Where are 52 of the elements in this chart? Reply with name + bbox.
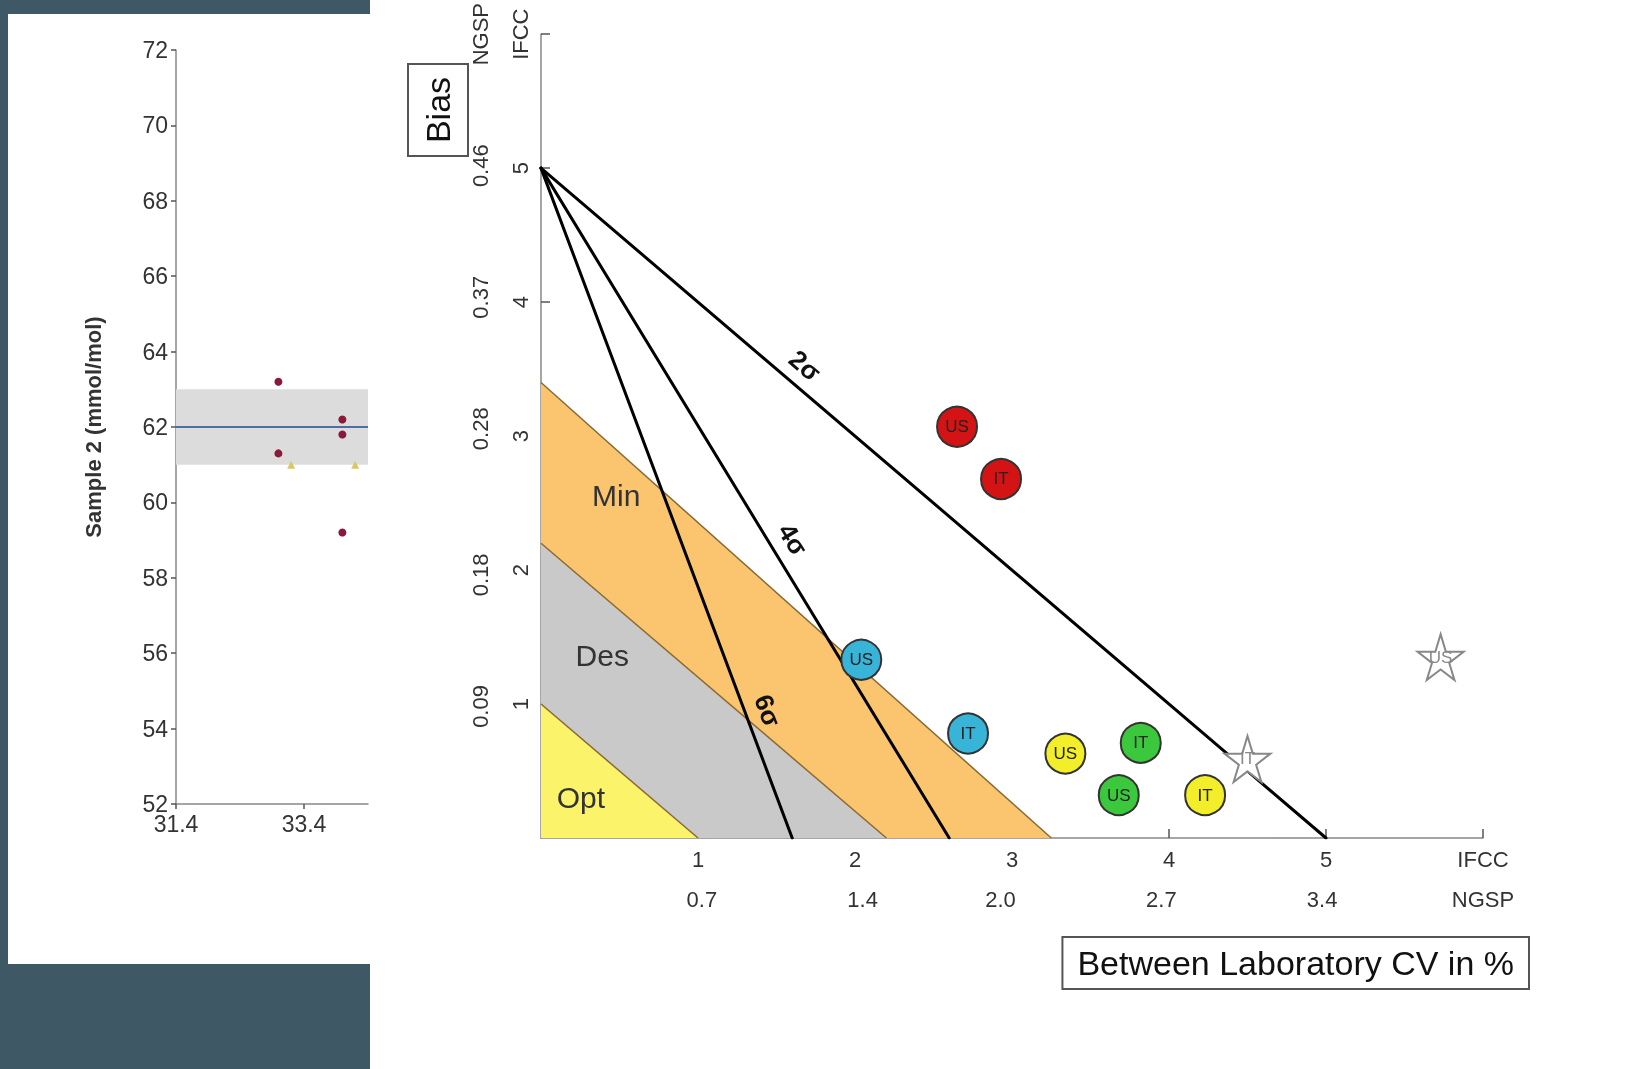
y-tick-label: 68 bbox=[142, 187, 168, 214]
x-tick-label: 5 bbox=[1319, 846, 1333, 872]
y2-axis-title: Bias bbox=[419, 76, 457, 144]
y-tick-label: 3 bbox=[507, 429, 533, 443]
y-tick-label: 62 bbox=[142, 414, 168, 440]
y-axis-title: Sample 2 (mmol/mol) bbox=[80, 316, 106, 538]
series-label: Des bbox=[575, 639, 629, 673]
data-label: IT bbox=[1197, 785, 1213, 805]
y2-tick-label: 0.37 bbox=[467, 275, 493, 319]
series-label: Opt bbox=[556, 781, 606, 815]
y2-tick-label: 0.46 bbox=[467, 144, 493, 188]
y-tick-label: 2 bbox=[507, 563, 533, 577]
text: 6σ bbox=[748, 690, 788, 732]
x2-tick-label: 0.7 bbox=[686, 886, 718, 912]
y2-tick-label: 0.09 bbox=[467, 685, 493, 728]
y-tick-label: 64 bbox=[142, 338, 169, 365]
y2-tick-label: 0.28 bbox=[467, 407, 493, 451]
y-tick-label: 66 bbox=[142, 263, 168, 290]
data-label: US bbox=[1106, 785, 1131, 805]
y-tick-label: 1 bbox=[507, 697, 533, 711]
y-tick-label: 56 bbox=[142, 640, 168, 667]
x2-tick-label: 1.4 bbox=[847, 886, 878, 912]
data-label: US bbox=[1053, 744, 1078, 764]
y-tick-label: 72 bbox=[142, 37, 168, 63]
y-tick-label: 60 bbox=[142, 489, 168, 516]
data-label: US bbox=[945, 417, 969, 437]
data-label: US bbox=[849, 650, 874, 670]
x-tick-label: IFCC bbox=[1457, 846, 1509, 872]
x2-tick-label: 2.7 bbox=[1146, 886, 1177, 912]
y-tick-label: 5 bbox=[507, 162, 533, 175]
x-tick-label: 2 bbox=[848, 846, 862, 872]
series-label: Min bbox=[592, 478, 641, 512]
data-label: IT bbox=[1133, 733, 1149, 753]
x2-tick-label: 3.4 bbox=[1306, 886, 1338, 912]
y2-tick-label: NGSP bbox=[467, 2, 493, 66]
x-tick-label: 33.4 bbox=[281, 810, 327, 837]
x-tick-label: 4 bbox=[1162, 846, 1176, 872]
y-tick-label: 70 bbox=[142, 112, 168, 139]
text: 2σ bbox=[783, 343, 828, 388]
x-tick-label: 3 bbox=[1005, 846, 1019, 872]
y-tick-label: 54 bbox=[142, 715, 169, 742]
text: 4σ bbox=[771, 518, 815, 562]
data-label: IT bbox=[960, 724, 976, 743]
y-tick-label: 4 bbox=[507, 295, 533, 309]
data-label: IT bbox=[993, 469, 1009, 489]
x-tick-label: 1 bbox=[691, 846, 705, 872]
y-tick-label: IFCC bbox=[507, 8, 533, 60]
y2-tick-label: 0.18 bbox=[467, 553, 493, 597]
x2-tick-label: NGSP bbox=[1451, 886, 1515, 912]
x-axis-title: Between Laboratory CV in % bbox=[1077, 944, 1514, 982]
x2-tick-label: 2.0 bbox=[985, 886, 1016, 912]
y-tick-label: 58 bbox=[142, 564, 168, 591]
